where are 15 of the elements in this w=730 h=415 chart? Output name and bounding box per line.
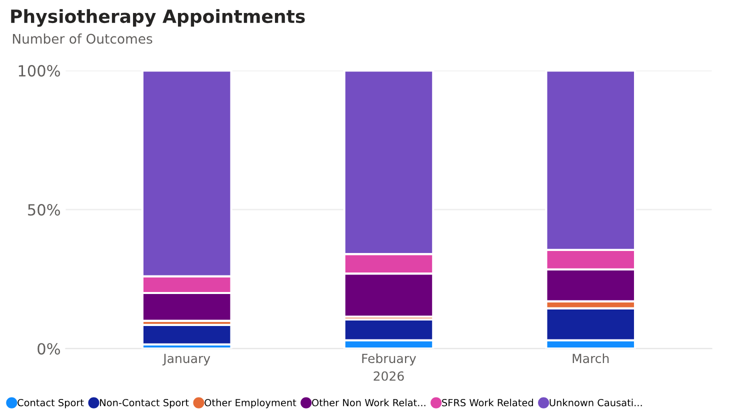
chart-title: Physiotherapy Appointments (11, 9, 305, 27)
legend-label: SFRS Work Related (442, 398, 533, 406)
y-tick-label: 0% (38, 343, 60, 355)
x-axis-title: 2026 (374, 371, 404, 381)
x-tick-label: January (162, 354, 210, 366)
legend-label: Unknown Causati... (550, 398, 642, 406)
y-tick-label: 100% (18, 65, 60, 77)
x-tick-label: February (362, 353, 416, 366)
y-tick-label: 50% (28, 204, 60, 216)
x-tick-label: March (572, 353, 609, 364)
legend-label: Contact Sport (18, 398, 84, 408)
chart-subtitle: Number of Outcomes (12, 34, 152, 44)
legend-label: Non-Contact Sport (100, 398, 189, 408)
legend-label: Other Employment (204, 398, 296, 408)
legend-label: Other Non Work Relat... (312, 398, 426, 406)
